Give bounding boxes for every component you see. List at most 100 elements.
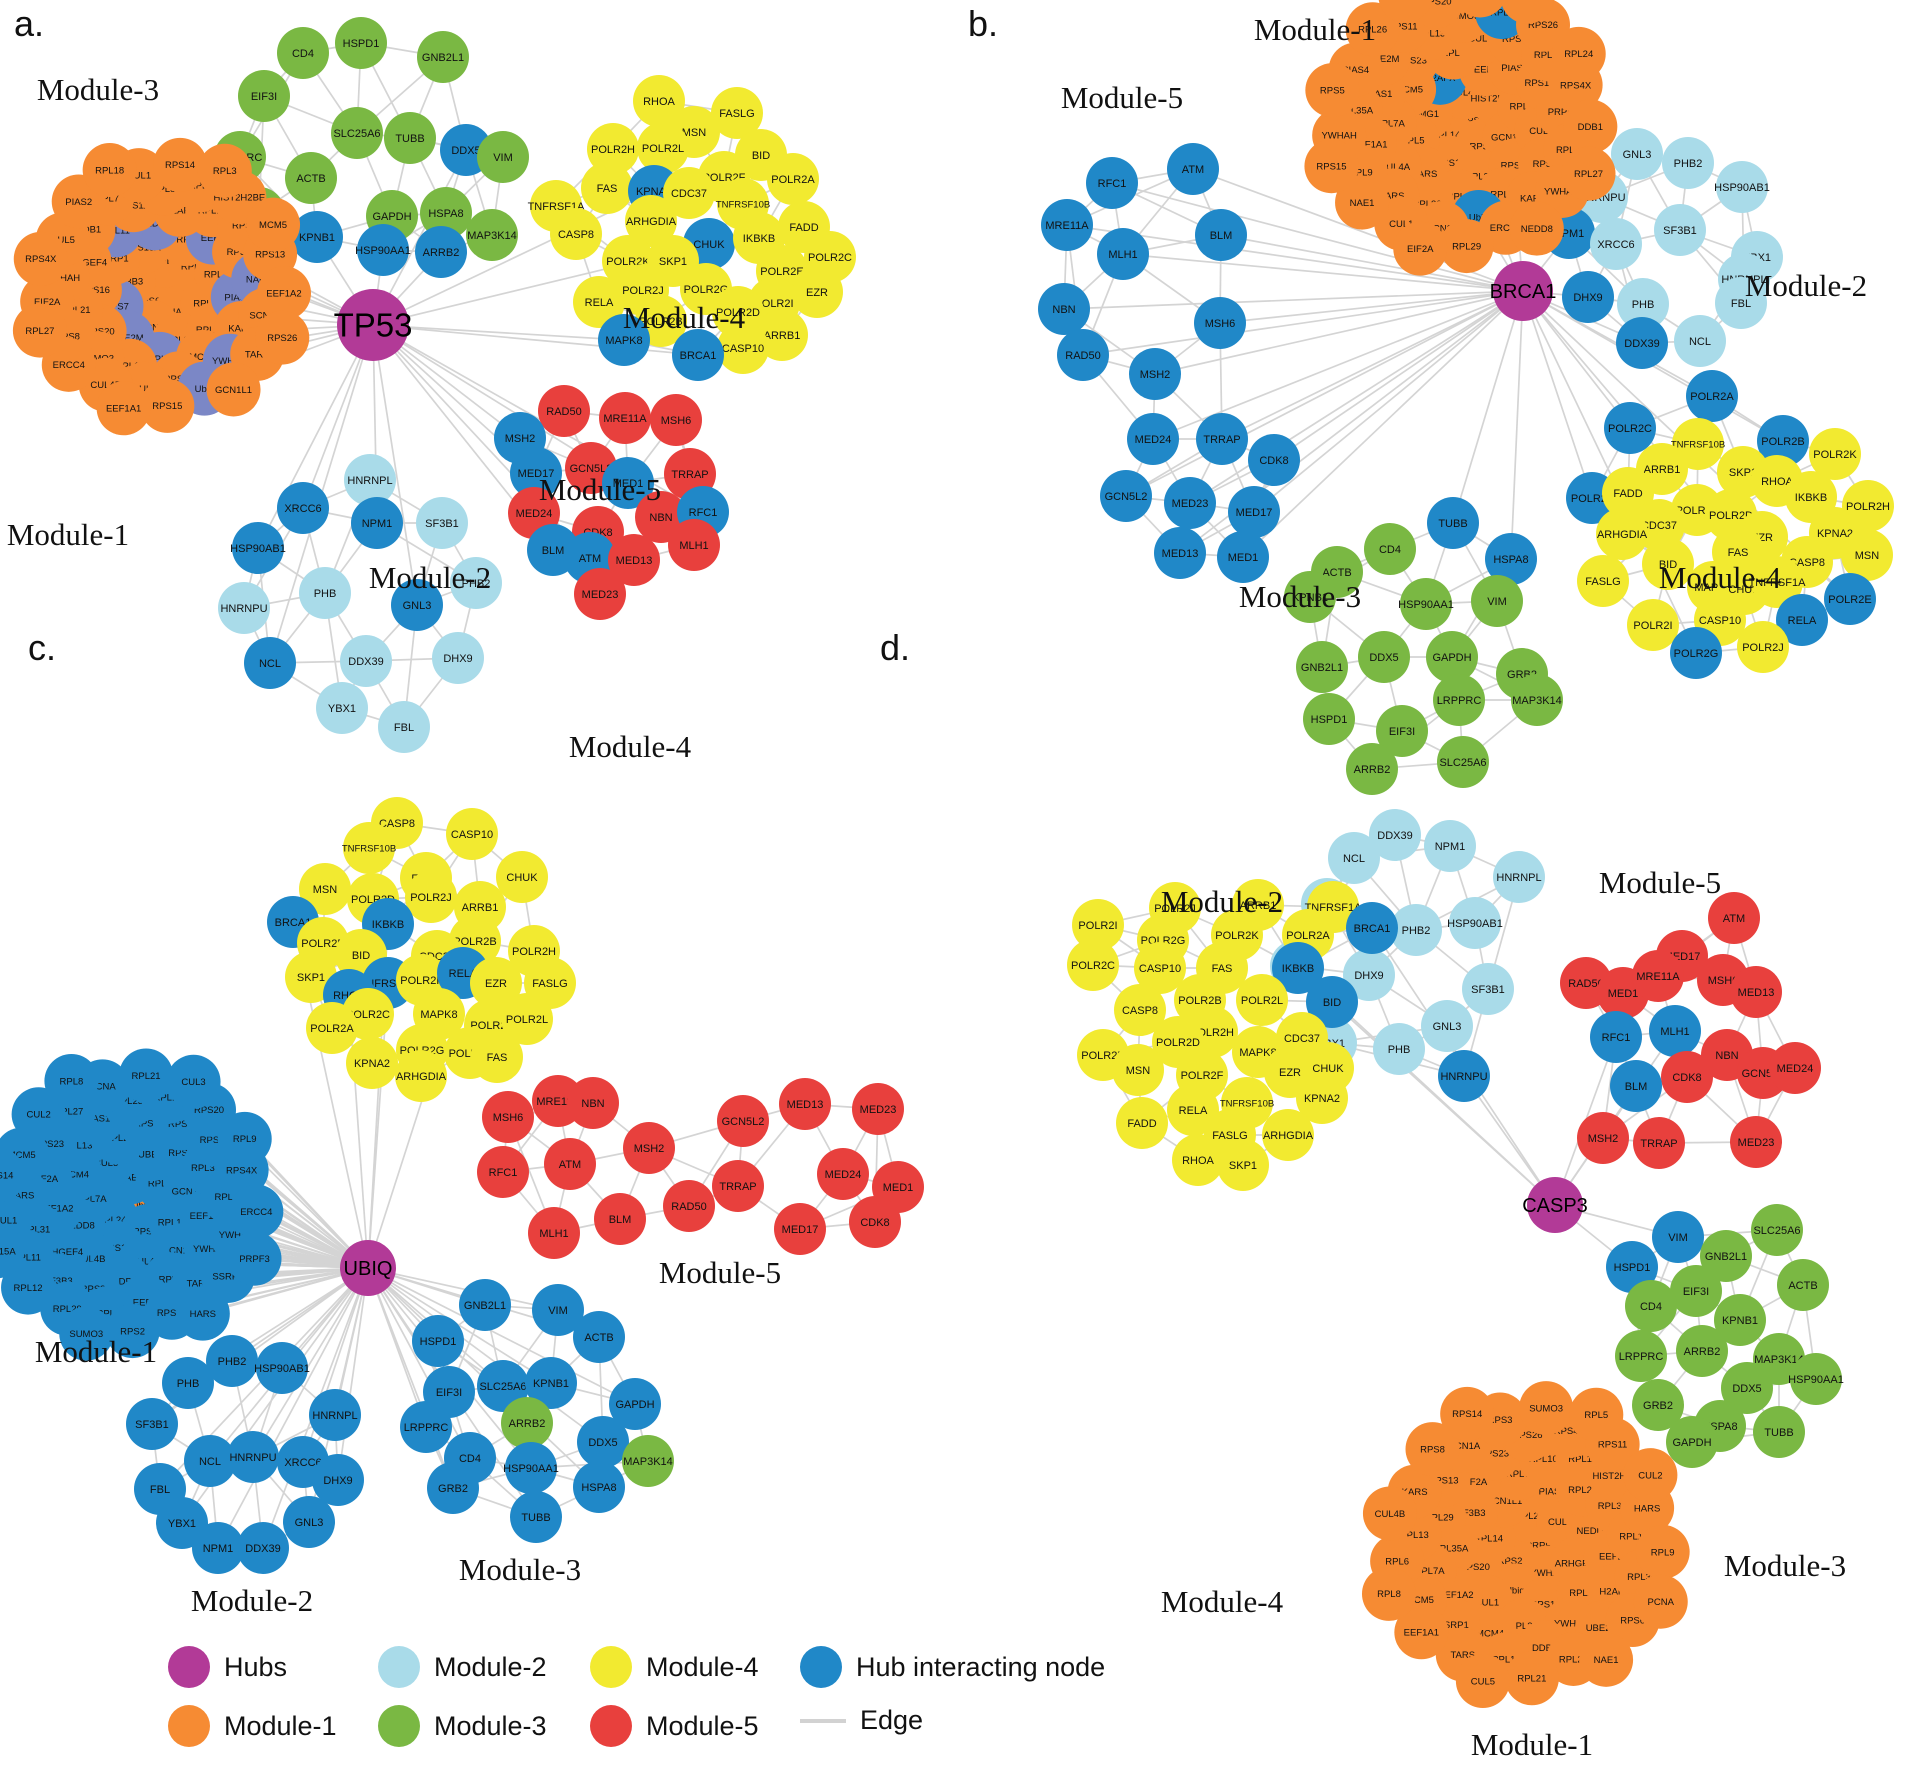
node-MRE11A[interactable]: MRE11A — [1041, 199, 1093, 251]
node-LRPPRC[interactable]: LRPPRC — [1433, 674, 1485, 726]
node-RPS4X[interactable]: RPS4X — [13, 231, 68, 286]
node-SF3B1[interactable]: SF3B1 — [1462, 963, 1514, 1015]
node-HSPD1[interactable]: HSPD1 — [412, 1315, 464, 1367]
node-NBN[interactable]: NBN — [567, 1077, 619, 1129]
node-RFC1[interactable]: RFC1 — [477, 1146, 529, 1198]
node-YBX1[interactable]: YBX1 — [316, 682, 368, 734]
node-RPL21[interactable]: RPL21 — [1504, 1651, 1559, 1706]
node-MED24[interactable]: MED24 — [1769, 1042, 1821, 1094]
node-BLM[interactable]: BLM — [1610, 1060, 1662, 1112]
node-RAD50[interactable]: RAD50 — [1057, 329, 1109, 381]
node-ARRB2[interactable]: ARRB2 — [501, 1397, 553, 1449]
node-TRRAP[interactable]: TRRAP — [1633, 1117, 1685, 1169]
node-HARS[interactable]: HARS — [175, 1286, 230, 1341]
node-TUBB[interactable]: TUBB — [510, 1491, 562, 1543]
node-RPL8[interactable]: RPL8 — [44, 1053, 99, 1108]
node-DDX5[interactable]: DDX5 — [1358, 631, 1410, 683]
node-SUMO3[interactable]: SUMO3 — [1519, 1381, 1574, 1436]
node-MSH2[interactable]: MSH2 — [1577, 1112, 1629, 1164]
node-POLR2L[interactable]: POLR2L — [1236, 974, 1288, 1026]
node-RPL9[interactable]: RPL9 — [1635, 1524, 1690, 1579]
node-HNRNPL[interactable]: HNRNPL — [1493, 851, 1545, 903]
node-MAP3K14[interactable]: MAP3K14 — [1511, 674, 1563, 726]
node-MED13[interactable]: MED13 — [1154, 527, 1206, 579]
node-MSH2[interactable]: MSH2 — [623, 1122, 675, 1174]
node-CDK8[interactable]: CDK8 — [1248, 434, 1300, 486]
node-GNL3[interactable]: GNL3 — [1611, 128, 1663, 180]
hub-CASP3[interactable]: CASP3 — [1522, 1177, 1588, 1233]
node-POLR2J[interactable]: POLR2J — [405, 871, 457, 923]
node-MED24[interactable]: MED24 — [1127, 413, 1179, 465]
node-CDK8[interactable]: CDK8 — [1661, 1051, 1713, 1103]
node-DDB1[interactable]: DDB1 — [1563, 99, 1618, 154]
node-FAS[interactable]: FAS — [471, 1031, 523, 1083]
node-ARRB2[interactable]: ARRB2 — [415, 226, 467, 278]
node-MRE11A[interactable]: MRE11A — [1632, 950, 1684, 1002]
node-CD4[interactable]: CD4 — [277, 27, 329, 79]
node-DDX39[interactable]: DDX39 — [340, 635, 392, 687]
node-NCL[interactable]: NCL — [1674, 315, 1726, 367]
node-EIF2A[interactable]: EIF2A — [1393, 221, 1448, 276]
node-SKP1[interactable]: SKP1 — [1217, 1139, 1269, 1191]
node-DHX9[interactable]: DHX9 — [432, 632, 484, 684]
node-XRCC6[interactable]: XRCC6 — [277, 482, 329, 534]
node-MSH2[interactable]: MSH2 — [1129, 348, 1181, 400]
node-MAP3K14[interactable]: MAP3K14 — [466, 209, 518, 261]
hub-UBIQ[interactable]: UBIQ — [340, 1240, 396, 1296]
node-DHX9[interactable]: DHX9 — [1562, 271, 1614, 323]
node-TRRAP[interactable]: TRRAP — [1196, 413, 1248, 465]
node-POLR2E[interactable]: POLR2E — [1824, 573, 1876, 625]
node-MLH1[interactable]: MLH1 — [668, 519, 720, 571]
node-HNRNPU[interactable]: HNRNPU — [218, 582, 270, 634]
node-MED24[interactable]: MED24 — [817, 1148, 869, 1200]
node-GNL3[interactable]: GNL3 — [283, 1496, 335, 1548]
node-NPM1[interactable]: NPM1 — [192, 1522, 244, 1574]
node-MSH6[interactable]: MSH6 — [1194, 297, 1246, 349]
node-RPL24[interactable]: RPL24 — [1551, 26, 1606, 81]
node-GNB2L1[interactable]: GNB2L1 — [1296, 641, 1348, 693]
node-PHB2[interactable]: PHB2 — [206, 1335, 258, 1387]
node-CDK8[interactable]: CDK8 — [849, 1196, 901, 1248]
node-HNRNPU[interactable]: HNRNPU — [227, 1431, 279, 1483]
node-RPL21[interactable]: RPL21 — [119, 1048, 174, 1103]
node-HNRNPU[interactable]: HNRNPU — [1438, 1050, 1490, 1102]
node-MED13[interactable]: MED13 — [1730, 966, 1782, 1018]
node-RPL5[interactable]: RPL5 — [1569, 1387, 1624, 1442]
node-RPL29[interactable]: RPL29 — [1439, 219, 1494, 274]
node-RFC1[interactable]: RFC1 — [1086, 157, 1138, 209]
node-CUL4B[interactable]: CUL4B — [1362, 1486, 1417, 1541]
node-MSH6[interactable]: MSH6 — [482, 1091, 534, 1143]
node-VIM[interactable]: VIM — [477, 131, 529, 183]
node-DDX39[interactable]: DDX39 — [237, 1522, 289, 1574]
node-GCN5L2[interactable]: GCN5L2 — [1100, 470, 1152, 522]
node-LRPPRC[interactable]: LRPPRC — [400, 1401, 452, 1453]
node-TRRAP[interactable]: TRRAP — [712, 1160, 764, 1212]
node-EIF3I[interactable]: EIF3I — [238, 70, 290, 122]
node-ARHGDIA[interactable]: ARHGDIA — [395, 1050, 447, 1102]
node-HNRNPL[interactable]: HNRNPL — [309, 1389, 361, 1441]
node-MED17[interactable]: MED17 — [774, 1203, 826, 1255]
node-GNL3[interactable]: GNL3 — [1421, 1000, 1473, 1052]
node-PCNA[interactable]: PCNA — [1633, 1574, 1688, 1629]
node-MED23[interactable]: MED23 — [1730, 1116, 1782, 1168]
node-MLH1[interactable]: MLH1 — [1097, 228, 1149, 280]
node-GCN1L1[interactable]: GCN1L1 — [206, 362, 261, 417]
node-NCL[interactable]: NCL — [1328, 832, 1380, 884]
node-FAS[interactable]: FAS — [581, 162, 633, 214]
node-PRPF3[interactable]: PRPF3 — [227, 1231, 282, 1286]
node-NPM1[interactable]: NPM1 — [1424, 820, 1476, 872]
node-ARHGDIA[interactable]: ARHGDIA — [1262, 1109, 1314, 1161]
node-FBL[interactable]: FBL — [378, 701, 430, 753]
node-NCL[interactable]: NCL — [244, 637, 296, 689]
node-PHB[interactable]: PHB — [299, 567, 351, 619]
node-RPL27[interactable]: RPL27 — [1561, 146, 1616, 201]
node-CUL5[interactable]: CUL5 — [1455, 1654, 1510, 1709]
node-CHUK[interactable]: CHUK — [496, 851, 548, 903]
node-BRCA1[interactable]: BRCA1 — [672, 329, 724, 381]
node-PHB2[interactable]: PHB2 — [1662, 137, 1714, 189]
node-EEF1A1[interactable]: EEF1A1 — [96, 381, 151, 436]
node-GNB2L1[interactable]: GNB2L1 — [459, 1279, 511, 1331]
node-PHB[interactable]: PHB — [1373, 1023, 1425, 1075]
node-NAE1[interactable]: NAE1 — [1579, 1632, 1634, 1687]
node-NEDD8[interactable]: NEDD8 — [1509, 201, 1564, 256]
